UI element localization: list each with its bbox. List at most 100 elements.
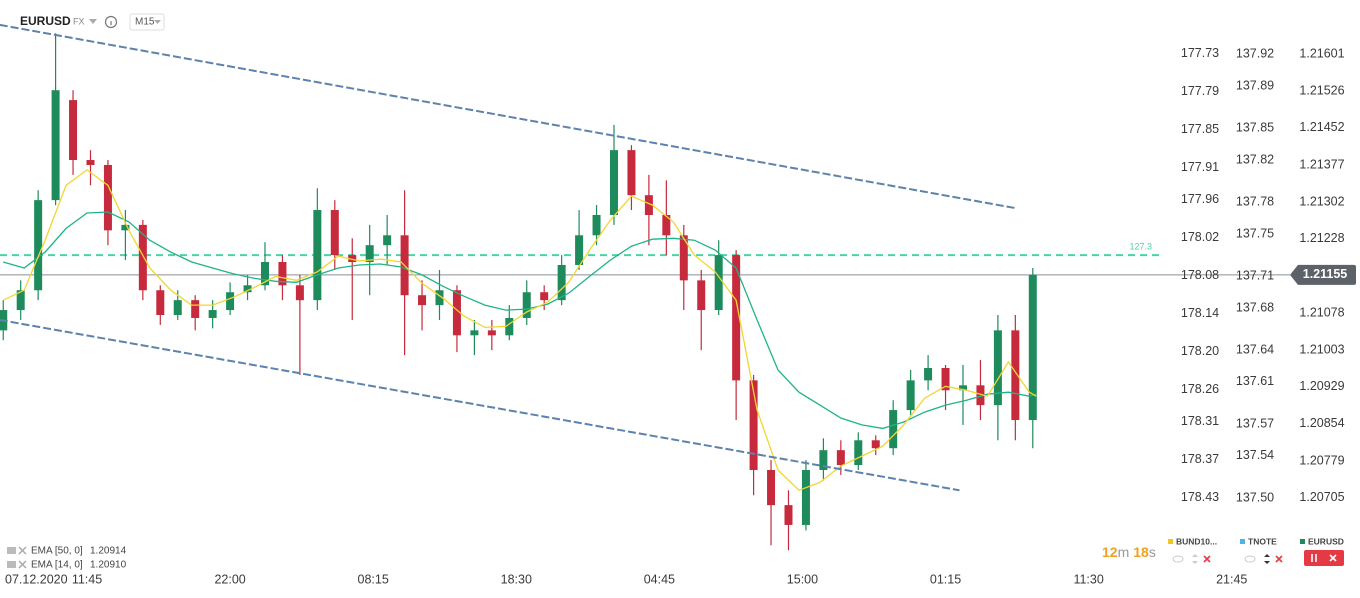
x-tick-label: 21:45 xyxy=(1216,572,1247,586)
y-tick-label: 137.82 xyxy=(1236,152,1274,166)
candle-body xyxy=(1028,274,1037,420)
candle-body xyxy=(906,380,915,411)
y-tick-label: 1.20929 xyxy=(1299,379,1344,393)
candle-body xyxy=(609,150,618,215)
candle-body xyxy=(156,290,165,316)
candle-body xyxy=(365,245,374,263)
x-tick-label: 04:45 xyxy=(644,572,675,586)
candle-body xyxy=(243,285,252,293)
instrument-button[interactable] xyxy=(1304,550,1344,566)
level-label: 127.3 xyxy=(1129,241,1152,251)
countdown-seconds-unit: s xyxy=(1149,544,1156,560)
date-label: 07.12.2020 xyxy=(5,572,68,586)
candle-body xyxy=(662,214,671,236)
candles xyxy=(0,33,1037,551)
candle-body xyxy=(854,440,863,466)
y-tick-label: 1.21003 xyxy=(1299,342,1344,356)
candle-body xyxy=(487,330,496,336)
y-tick-label: 177.91 xyxy=(1181,160,1219,174)
candle-body xyxy=(505,317,514,336)
y-tick-label: 1.21302 xyxy=(1299,194,1344,208)
y-tick-label: 137.92 xyxy=(1236,47,1274,61)
candle-body xyxy=(627,150,636,196)
info-icon[interactable] xyxy=(104,15,118,29)
indicator-value: 1.20910 xyxy=(90,560,127,571)
y-tick-label: 1.21377 xyxy=(1299,157,1344,171)
candle-body xyxy=(330,210,339,256)
candle-body xyxy=(732,255,741,381)
candle-body xyxy=(86,160,95,165)
ema-line xyxy=(3,211,1037,430)
candle-body xyxy=(452,290,461,336)
visibility-icon[interactable] xyxy=(1172,555,1184,563)
y-tick-label: 178.26 xyxy=(1181,382,1219,396)
candle-body xyxy=(16,290,25,311)
candle-body xyxy=(889,410,898,449)
candle-body xyxy=(784,505,793,525)
y-tick-label: 177.73 xyxy=(1181,46,1219,60)
dropdown-arrow[interactable] xyxy=(89,19,97,24)
y-tick-label: 178.31 xyxy=(1181,414,1219,428)
ema-line xyxy=(2,169,1037,492)
candle-body xyxy=(697,280,706,311)
y-tick-label: 137.61 xyxy=(1236,374,1274,388)
candle-body xyxy=(173,300,182,316)
y-tick-label: 137.71 xyxy=(1236,269,1274,283)
candle-body xyxy=(540,292,549,301)
remove-icon[interactable] xyxy=(1203,555,1211,563)
instrument-swatch xyxy=(1168,539,1173,544)
y-tick-label: 178.08 xyxy=(1181,268,1219,282)
indicator-remove-icon[interactable] xyxy=(18,560,27,569)
instrument-button-icon[interactable] xyxy=(1311,554,1337,562)
y-tick-label: 137.85 xyxy=(1236,121,1274,135)
y-tick-label: 1.21228 xyxy=(1299,231,1344,245)
y-tick-label: 1.20705 xyxy=(1299,490,1344,504)
trend-line xyxy=(0,319,960,492)
candle-body xyxy=(679,235,688,281)
candle-body xyxy=(976,385,985,406)
x-tick-label: 18:30 xyxy=(501,572,532,586)
indicator-name: EMA [50, 0] xyxy=(31,546,83,557)
remove-icon[interactable] xyxy=(1275,555,1283,563)
candle-body xyxy=(871,440,880,449)
candle-body xyxy=(924,367,933,381)
indicator-remove-icon[interactable] xyxy=(18,546,27,555)
move-icon[interactable] xyxy=(1192,554,1198,564)
move-icon[interactable] xyxy=(1264,554,1270,564)
x-tick-label: 01:15 xyxy=(930,572,961,586)
trend-line xyxy=(0,23,1016,210)
y-tick-label: 137.50 xyxy=(1236,490,1274,504)
instrument-name: BUND10... xyxy=(1176,536,1217,546)
y-tick-label: 137.68 xyxy=(1236,300,1274,314)
y-tick-label: 177.85 xyxy=(1181,122,1219,136)
countdown-minutes-unit: m xyxy=(1118,544,1130,560)
indicator-menu-icon[interactable] xyxy=(7,561,16,568)
candle-body xyxy=(575,235,584,265)
y-tick-label: 1.21078 xyxy=(1299,305,1344,319)
market: FX xyxy=(73,16,85,26)
indicator-legend: EMA [50, 0] 1.20914 EMA [14, 0] 1.20910 xyxy=(7,546,127,571)
candle-body xyxy=(208,310,217,318)
interval-box[interactable] xyxy=(129,13,165,31)
instrument-name: EURUSD xyxy=(1308,536,1344,546)
candle-body xyxy=(313,210,322,301)
overlays xyxy=(0,23,1037,492)
y-tick-label: 137.75 xyxy=(1236,226,1274,240)
candle-body xyxy=(383,235,392,246)
x-tick-label: 08:15 xyxy=(358,572,389,586)
candle-body xyxy=(1011,330,1020,420)
candle-body xyxy=(941,367,950,391)
y-tick-label: 137.89 xyxy=(1236,78,1274,92)
visibility-icon[interactable] xyxy=(1244,555,1256,563)
indicator-menu-icon[interactable] xyxy=(7,547,16,554)
y-tick-label: 137.54 xyxy=(1236,448,1274,462)
y-tick-label: 178.43 xyxy=(1181,490,1219,504)
symbol[interactable]: EURUSD xyxy=(20,14,71,28)
y-tick-label: 137.78 xyxy=(1236,195,1274,209)
candle-body xyxy=(51,90,60,201)
axes: 177.73 177.79 177.85 177.91 177.96 178.02 178.… xyxy=(5,46,1356,586)
candle-body xyxy=(435,290,444,306)
candle-body xyxy=(34,200,43,291)
x-tick-label: 15:00 xyxy=(787,572,818,586)
